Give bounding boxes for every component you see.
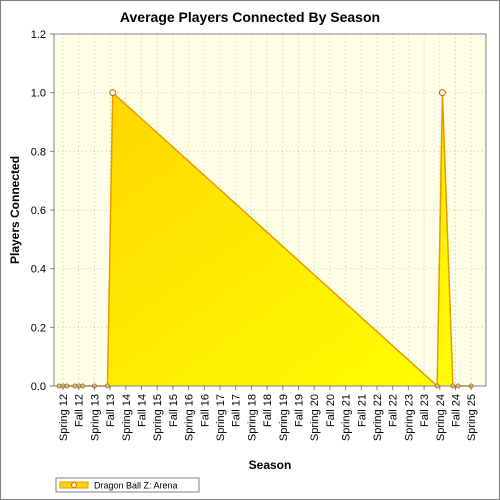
data-point — [109, 89, 117, 97]
x-tick-label: Fall 14 — [137, 394, 149, 427]
x-tick-label: Spring 25 — [466, 394, 478, 441]
y-axis-label: Players Connected — [8, 156, 22, 264]
data-point — [438, 89, 446, 97]
series-area-fill — [59, 92, 472, 387]
x-tick-label: Spring 12 — [58, 394, 70, 441]
x-tick-label: Spring 19 — [278, 394, 290, 441]
x-tick-label: Fall 20 — [325, 394, 337, 427]
x-tick-label: Spring 16 — [184, 394, 196, 441]
y-tick-label: 0.8 — [31, 146, 46, 158]
x-tick-label: Spring 18 — [246, 394, 258, 441]
x-tick-label: Spring 15 — [152, 394, 164, 441]
x-tick-label: Fall 16 — [199, 394, 211, 427]
x-tick-label: Spring 13 — [89, 394, 101, 441]
x-tick-label: Fall 18 — [262, 394, 274, 427]
y-tick-label: 0.0 — [31, 381, 46, 393]
x-tick-label: Fall 15 — [168, 394, 180, 427]
y-tick-label: 0.4 — [31, 264, 46, 276]
y-tick-label: 1.0 — [31, 88, 46, 100]
x-tick-label: Fall 22 — [388, 394, 400, 427]
legend: Dragon Ball Z: Arena — [55, 477, 200, 493]
x-tick-label: Fall 13 — [105, 394, 117, 427]
x-tick-label: Fall 23 — [419, 394, 431, 427]
x-axis-label: Season — [249, 458, 292, 472]
x-tick-label: Spring 17 — [215, 394, 227, 441]
x-tick-label: Fall 12 — [74, 394, 86, 427]
x-tick-label: Spring 21 — [341, 394, 353, 441]
legend-marker — [71, 482, 77, 488]
chart-title: Average Players Connected By Season — [120, 9, 380, 25]
x-tick-label: Spring 20 — [309, 394, 321, 441]
x-tick-label: Spring 24 — [435, 394, 447, 441]
x-tick-label: Fall 21 — [356, 394, 368, 427]
x-tick-label: Fall 17 — [231, 394, 243, 427]
x-tick-label: Fall 24 — [451, 394, 463, 427]
legend-label: Dragon Ball Z: Arena — [94, 481, 178, 491]
x-tick-label: Spring 23 — [403, 394, 415, 441]
y-tick-label: 0.6 — [31, 205, 46, 217]
x-tick-label: Fall 19 — [294, 394, 306, 427]
y-tick-label: 0.2 — [31, 322, 46, 334]
x-tick-label: Spring 14 — [121, 394, 133, 441]
y-tick-label: 1.2 — [31, 29, 46, 41]
x-tick-label: Spring 22 — [372, 394, 384, 441]
legend-box — [55, 477, 200, 493]
